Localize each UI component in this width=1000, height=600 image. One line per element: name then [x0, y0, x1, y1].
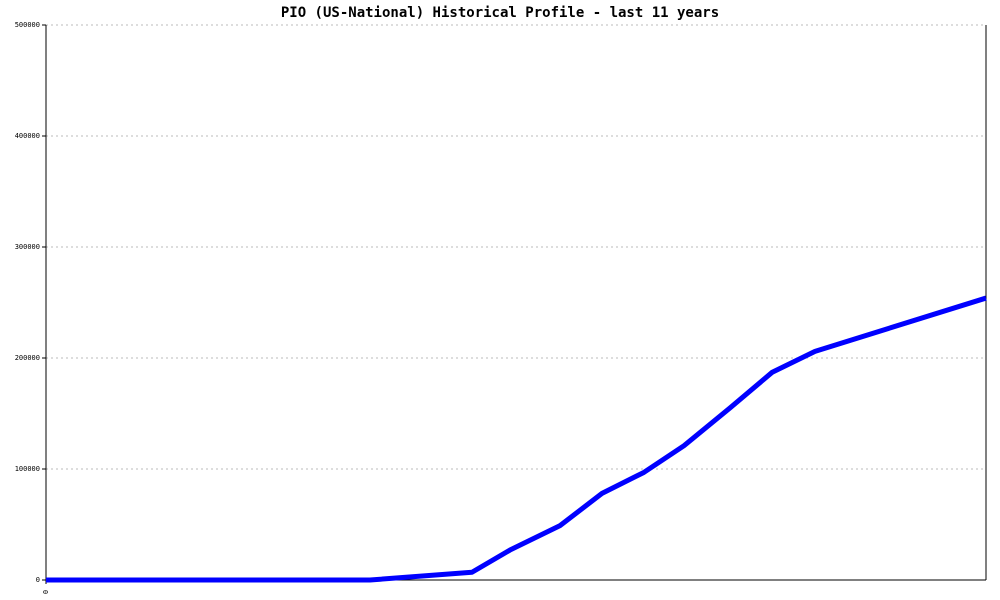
- x-tick-label: 0: [42, 590, 50, 594]
- y-tick-label: 300000: [15, 243, 40, 251]
- y-tick-label: 200000: [15, 354, 40, 362]
- y-tick-label: 0: [36, 576, 40, 584]
- chart-title: PIO (US-National) Historical Profile - l…: [281, 5, 719, 21]
- y-tick-label: 400000: [15, 132, 40, 140]
- y-tick-label: 500000: [15, 21, 40, 29]
- data-line: [46, 295, 987, 583]
- y-tick-label: 100000: [15, 465, 40, 473]
